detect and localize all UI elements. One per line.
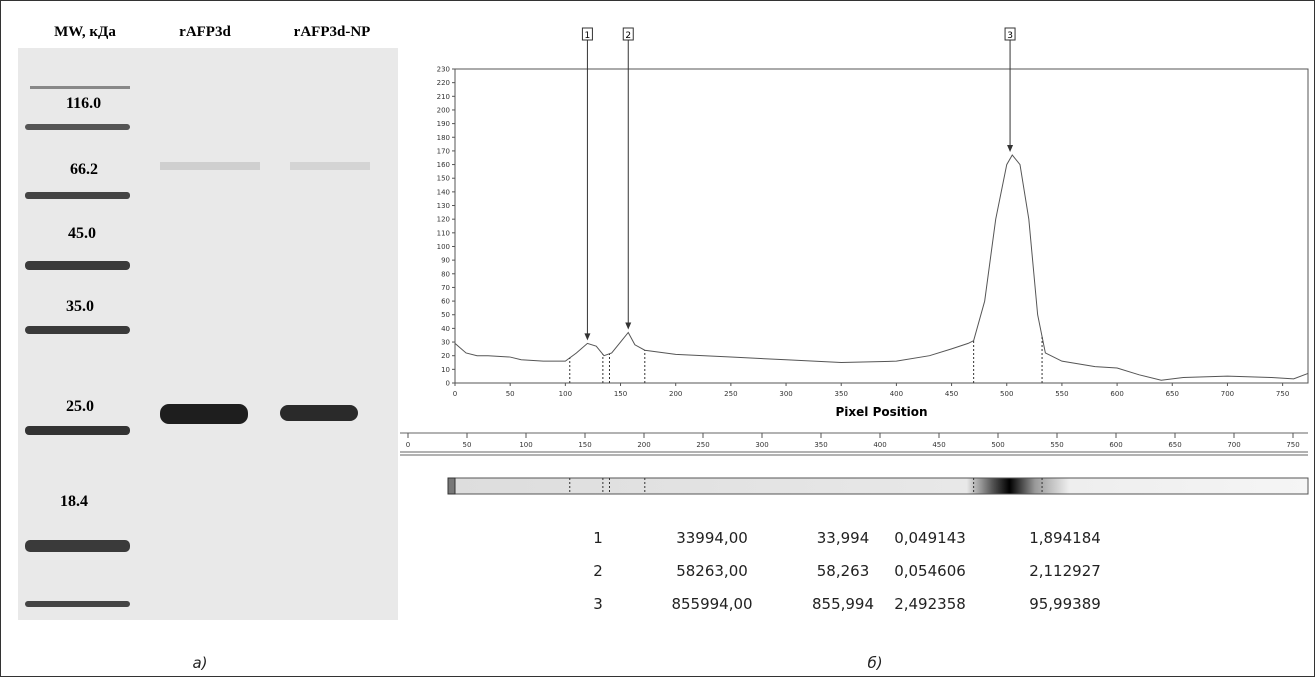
y-tick-label: 0 — [446, 380, 450, 388]
marker-label: 25.0 — [66, 398, 94, 415]
table-cell: 58,263 — [817, 562, 870, 580]
ruler-tick-label: 150 — [578, 441, 591, 449]
y-tick-label: 10 — [441, 366, 450, 374]
ruler-tick-label: 600 — [1109, 441, 1122, 449]
x-tick-label: 400 — [890, 390, 903, 398]
x-tick-label: 150 — [614, 390, 627, 398]
table-cell: 1,894184 — [1029, 529, 1101, 547]
ruler-tick-label: 700 — [1227, 441, 1240, 449]
y-tick-label: 160 — [437, 161, 450, 169]
ruler-tick-label: 250 — [696, 441, 709, 449]
ruler-tick-label: 0 — [406, 441, 410, 449]
annotation-label: 3 — [1007, 31, 1013, 41]
x-tick-label: 650 — [1166, 390, 1179, 398]
x-tick-label: 600 — [1110, 390, 1123, 398]
x-tick-label: 450 — [945, 390, 958, 398]
y-tick-label: 170 — [437, 147, 450, 155]
ruler-tick-label: 550 — [1050, 441, 1063, 449]
gel — [18, 48, 398, 620]
x-tick-label: 500 — [1000, 390, 1013, 398]
table-cell: 0,054606 — [894, 562, 966, 580]
y-tick-label: 20 — [441, 352, 450, 360]
ruler-tick-label: 650 — [1168, 441, 1181, 449]
arrow-head — [584, 333, 590, 340]
marker-label: 116.0 — [66, 95, 101, 112]
table-cell: 3 — [593, 595, 603, 613]
x-axis-label: Pixel Position — [835, 405, 927, 419]
y-tick-label: 120 — [437, 216, 450, 224]
marker-label: 18.4 — [60, 493, 88, 510]
table-cell: 2,492358 — [894, 595, 966, 613]
caption: б) — [867, 654, 882, 672]
annotation-label: 2 — [625, 31, 631, 41]
table-cell: 95,99389 — [1029, 595, 1101, 613]
x-tick-label: 350 — [835, 390, 848, 398]
y-tick-label: 60 — [441, 298, 450, 306]
y-tick-label: 50 — [441, 311, 450, 319]
ruler-tick-label: 750 — [1286, 441, 1299, 449]
table-cell: 33994,00 — [676, 529, 748, 547]
y-tick-label: 40 — [441, 325, 450, 333]
y-tick-label: 230 — [437, 66, 450, 74]
x-tick-label: 50 — [506, 390, 515, 398]
caption: а) — [192, 654, 207, 672]
x-tick-label: 750 — [1276, 390, 1289, 398]
ruler-tick-label: 100 — [519, 441, 532, 449]
arrow-head — [625, 322, 631, 329]
x-tick-label: 700 — [1221, 390, 1234, 398]
table-cell: 1 — [593, 529, 603, 547]
gel-header: MW, кДа — [54, 24, 116, 40]
table-cell: 2 — [593, 562, 603, 580]
arrow-head — [1007, 145, 1013, 152]
x-tick-label: 0 — [453, 390, 457, 398]
gel-header: rAFP3d-NP — [294, 24, 371, 40]
marker-label: 45.0 — [68, 225, 96, 242]
y-tick-label: 90 — [441, 257, 450, 265]
y-tick-label: 110 — [437, 229, 450, 237]
table-cell: 855,994 — [812, 595, 874, 613]
annotation-label: 1 — [585, 31, 591, 41]
y-tick-label: 190 — [437, 120, 450, 128]
table-cell: 2,112927 — [1029, 562, 1101, 580]
figure: MW, кДа rAFP3d rAFP3d-NP 116.0 66.2 45.0… — [0, 0, 1315, 677]
ruler-tick-label: 300 — [755, 441, 768, 449]
x-tick-label: 300 — [779, 390, 792, 398]
plot-frame — [455, 69, 1308, 383]
x-tick-label: 200 — [669, 390, 682, 398]
ruler-tick-label: 350 — [814, 441, 827, 449]
ruler-tick-label: 450 — [932, 441, 945, 449]
y-tick-label: 80 — [441, 270, 450, 278]
y-tick-label: 220 — [437, 79, 450, 87]
table-cell: 0,049143 — [894, 529, 966, 547]
y-tick-label: 200 — [437, 106, 450, 114]
y-tick-label: 30 — [441, 339, 450, 347]
y-tick-label: 100 — [437, 243, 450, 251]
y-tick-label: 180 — [437, 134, 450, 142]
marker-label: 35.0 — [66, 298, 94, 315]
x-tick-label: 100 — [559, 390, 572, 398]
ruler-tick-label: 500 — [991, 441, 1004, 449]
marker-label: 66.2 — [70, 161, 98, 178]
gel-header: rAFP3d — [179, 24, 231, 40]
y-tick-label: 210 — [437, 93, 450, 101]
table-cell: 33,994 — [817, 529, 870, 547]
data-line — [455, 155, 1308, 380]
lane-marker — [448, 478, 455, 494]
ruler-tick-label: 400 — [873, 441, 886, 449]
y-tick-label: 150 — [437, 175, 450, 183]
y-tick-label: 130 — [437, 202, 450, 210]
y-tick-label: 140 — [437, 188, 450, 196]
x-tick-label: 550 — [1055, 390, 1068, 398]
x-tick-label: 250 — [724, 390, 737, 398]
table-cell: 58263,00 — [676, 562, 748, 580]
ruler-tick-label: 200 — [637, 441, 650, 449]
ruler-tick-label: 50 — [463, 441, 472, 449]
lane-strip — [455, 478, 1308, 494]
y-tick-label: 70 — [441, 284, 450, 292]
table-cell: 855994,00 — [671, 595, 752, 613]
